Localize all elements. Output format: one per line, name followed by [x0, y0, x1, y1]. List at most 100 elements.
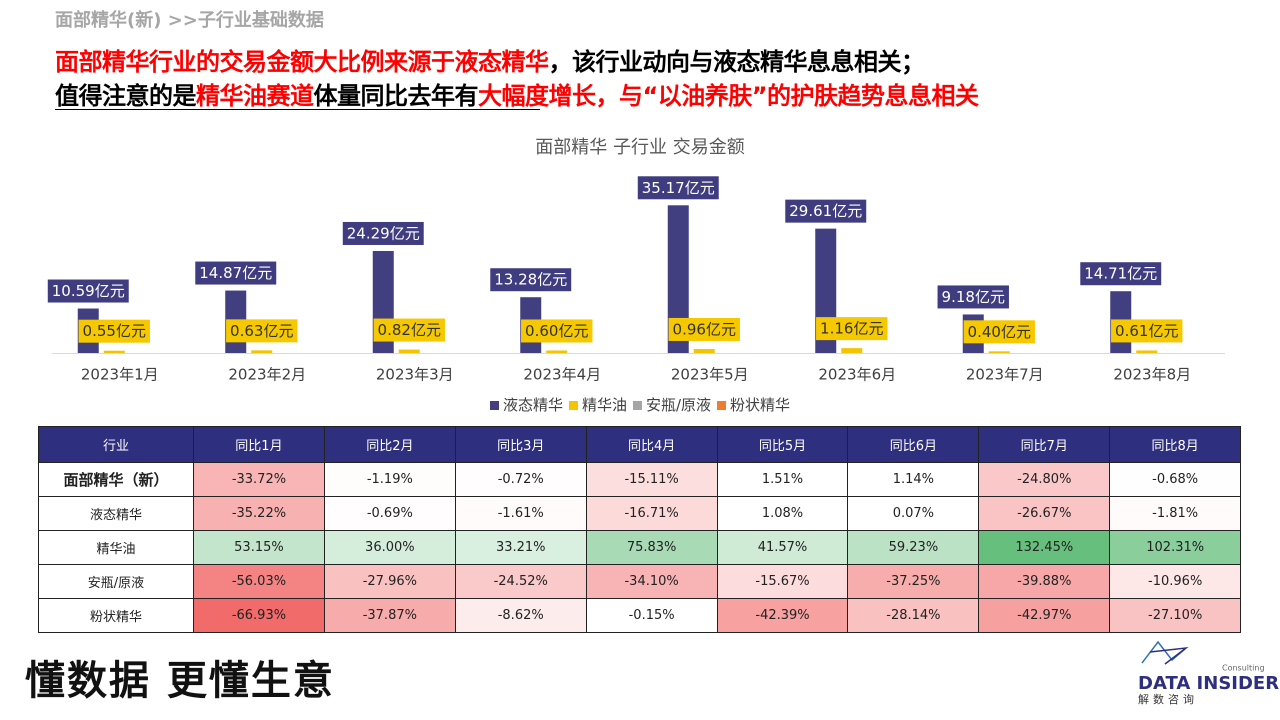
- table-cell: -0.72%: [454, 462, 587, 497]
- x-tick-label: 2023年7月: [966, 366, 1044, 384]
- x-tick-label: 2023年5月: [671, 366, 749, 384]
- legend-item: 安瓶/原液: [632, 394, 711, 415]
- x-tick-label: 2023年8月: [1113, 366, 1191, 384]
- data-label: 29.61亿元: [785, 199, 867, 223]
- table-cell: 1.08%: [716, 496, 849, 531]
- bar: [398, 349, 420, 353]
- table-cell: 1.51%: [716, 462, 849, 497]
- table-cell: 132.45%: [978, 530, 1111, 565]
- data-label-box: [668, 317, 740, 341]
- table-cell: -26.67%: [978, 496, 1111, 531]
- table-cell: 59.23%: [847, 530, 980, 565]
- table-cell: -66.93%: [193, 598, 325, 633]
- legend-label: 精华油: [581, 396, 627, 414]
- table-cell: -1.81%: [1109, 496, 1242, 531]
- table-cell: -1.61%: [454, 496, 587, 531]
- table-cell: -16.71%: [585, 496, 718, 531]
- data-label-box: [342, 221, 424, 245]
- table-cell: 0.07%: [847, 496, 980, 531]
- data-label: 14.71亿元: [1080, 262, 1162, 286]
- legend-swatch: [717, 401, 727, 410]
- row-label: 粉状精华: [38, 598, 194, 633]
- data-label-text: 0.55亿元: [83, 322, 146, 340]
- breadcrumb: 面部精华(新) >>子行业基础数据: [55, 10, 324, 31]
- data-label: 0.82亿元: [373, 318, 445, 342]
- bar: [103, 350, 125, 353]
- table-row: 粉状精华 -66.93% -37.87% -8.62% -0.15% -42.39% -28…: [38, 598, 1242, 633]
- legend: 液态精华 精华油 安瓶/原液 粉状精华: [0, 394, 1280, 415]
- data-label: 13.28亿元: [490, 268, 572, 292]
- table-cell: -10.96%: [1109, 564, 1242, 599]
- data-label-text: 0.60亿元: [525, 322, 588, 340]
- header-cell: 同比7月: [978, 426, 1111, 463]
- bar: [988, 351, 1010, 353]
- x-tick-label: 2023年4月: [523, 366, 601, 384]
- data-label-text: 1.16亿元: [820, 320, 883, 338]
- header-cell: 行业: [38, 426, 194, 463]
- header-cell: 同比5月: [716, 426, 849, 463]
- table-cell: 36.00%: [323, 530, 456, 565]
- table-cell: -28.14%: [847, 598, 980, 633]
- data-label: 1.16亿元: [816, 317, 888, 341]
- headline-segment: 体量同比去年有: [313, 82, 479, 110]
- table-cell: 1.14%: [847, 462, 980, 497]
- header-cell: 同比4月: [585, 426, 718, 463]
- table-cell: -27.96%: [323, 564, 456, 599]
- legend-label: 粉状精华: [730, 396, 791, 414]
- data-label: 0.61亿元: [1111, 319, 1183, 343]
- table-row: 液态精华 -35.22% -0.69% -1.61% -16.71% 1.08% 0.07%…: [38, 496, 1242, 531]
- data-label-box: [963, 320, 1035, 344]
- data-label: 0.55亿元: [78, 319, 150, 343]
- data-label-box: [47, 279, 129, 303]
- header-cell: 同比8月: [1109, 426, 1242, 463]
- data-label-box: [78, 319, 150, 343]
- table-cell: -1.19%: [323, 462, 456, 497]
- bar: [693, 348, 715, 353]
- table-row: 精华油 53.15% 36.00% 33.21% 75.83% 41.57% 59.23% 1…: [38, 530, 1242, 565]
- x-tick-label: 2023年3月: [376, 366, 454, 384]
- data-label-box: [637, 176, 719, 200]
- table-cell: 53.15%: [193, 530, 325, 565]
- table-cell: -0.68%: [1109, 462, 1242, 497]
- header-cell: 同比2月: [323, 426, 456, 463]
- table-cell: 33.21%: [454, 530, 587, 565]
- slogan: 懂数据 更懂生意: [25, 658, 335, 704]
- data-label: 0.60亿元: [521, 319, 593, 343]
- table-cell: -0.15%: [585, 598, 718, 633]
- data-label-text: 0.63亿元: [230, 322, 293, 340]
- bar: [841, 348, 863, 353]
- x-tick-label: 2023年1月: [81, 366, 159, 384]
- data-label-box: [937, 285, 1009, 309]
- table-cell: 41.57%: [716, 530, 849, 565]
- headline-segment: ，该行业动向与液态精华息息相关；: [548, 48, 926, 76]
- row-label: 面部精华（新）: [38, 462, 194, 497]
- data-label-text: 0.61亿元: [1115, 322, 1178, 340]
- legend-swatch: [568, 401, 578, 410]
- header-cell: 同比3月: [454, 426, 587, 463]
- header-row: 行业 同比1月 同比2月 同比3月 同比4月 同比5月 同比6月 同比7月 同比8月: [38, 426, 1242, 463]
- headline-segment: 面部精华行业的交易金额大比例来源于液态精华: [55, 48, 549, 76]
- header-cell: 同比1月: [193, 426, 325, 463]
- table-cell: -15.11%: [585, 462, 718, 497]
- table-cell: -35.22%: [193, 496, 325, 531]
- row-label: 精华油: [38, 530, 194, 565]
- data-label-box: [521, 319, 593, 343]
- table-cell: -33.72%: [193, 462, 325, 497]
- data-label: 14.87亿元: [195, 261, 277, 285]
- row-label: 液态精华: [38, 496, 194, 531]
- data-label-box: [373, 318, 445, 342]
- table-cell: -24.80%: [978, 462, 1111, 497]
- headline-segment: 值得注意的是: [55, 82, 197, 110]
- data-label-text: 0.40亿元: [968, 323, 1031, 341]
- data-label-box: [195, 261, 277, 285]
- data-label: 24.29亿元: [342, 221, 424, 245]
- data-label-text: 29.61亿元: [789, 202, 862, 220]
- table-cell: -24.52%: [454, 564, 587, 599]
- legend-swatch: [632, 401, 642, 410]
- data-label-box: [490, 268, 572, 292]
- table-cell: -0.69%: [323, 496, 456, 531]
- x-tick-label: 2023年6月: [818, 366, 896, 384]
- data-label: 0.63亿元: [226, 319, 298, 343]
